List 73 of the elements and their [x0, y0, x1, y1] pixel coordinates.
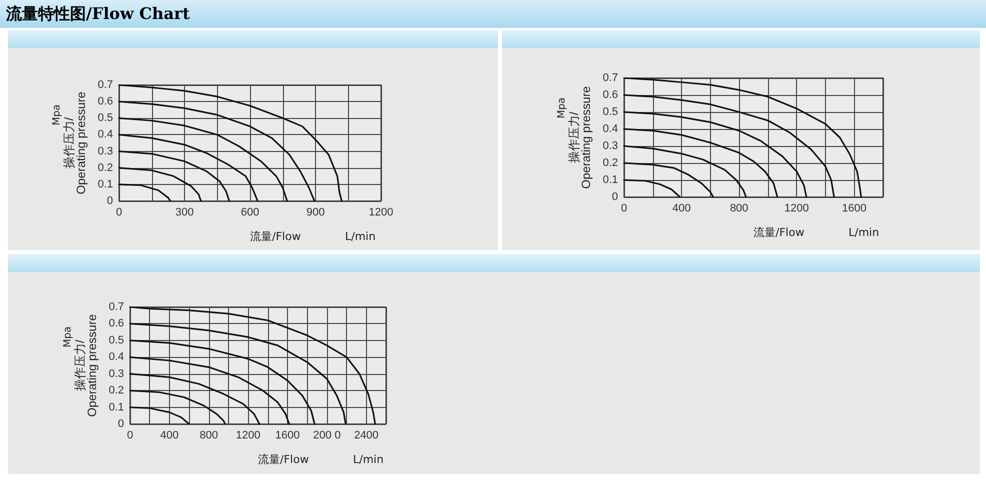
line-series	[623, 94, 835, 198]
x-tick-label: 600	[240, 206, 260, 218]
text: L/min	[345, 230, 376, 243]
y-tick-label: 0.7	[602, 72, 618, 84]
y-tick-label: 0	[612, 191, 618, 203]
x-axis-title: 流量/Flow	[258, 453, 309, 466]
x-tick-label: 400	[160, 430, 179, 442]
line-series	[623, 179, 681, 198]
line-series	[118, 167, 202, 202]
x-tick-label: 0	[126, 430, 134, 442]
x-tick-label: 1600	[275, 430, 300, 442]
y-tick-label: 0.3	[602, 140, 618, 152]
y-tick-label: 0.5	[98, 112, 113, 124]
y-tick-label: 0.1	[98, 178, 113, 190]
y-tick-label: 0.3	[98, 145, 113, 158]
line-series	[118, 100, 316, 202]
y-tick-label: 0.6	[98, 96, 113, 108]
line-series	[129, 390, 226, 425]
line-series	[118, 184, 172, 202]
line-series	[623, 111, 808, 198]
y-tick-label: 0.6	[602, 89, 618, 101]
y-tick-label: 0.5	[602, 106, 618, 118]
line-series	[129, 322, 346, 425]
y-tick-label: 0.2	[108, 384, 124, 397]
x-tick-label: 200 0	[313, 430, 341, 442]
x-tick-label: 1200	[368, 206, 394, 218]
x-tick-label: 800	[200, 430, 218, 442]
y-tick-label: 0.7	[98, 79, 113, 91]
y-tick-label: 0.4	[98, 128, 113, 141]
y-tick-label: 0.1	[602, 174, 618, 186]
x-axis-title: 流量/Flow	[754, 226, 804, 239]
y-tick-label: 0.2	[602, 157, 618, 169]
line-series	[623, 145, 747, 198]
y-tick-label: 0.4	[108, 351, 124, 364]
x-tick-label: 0	[620, 202, 628, 214]
line-series	[118, 134, 258, 202]
x-tick-label: 1200	[236, 430, 260, 442]
line-series	[129, 373, 260, 425]
y-tick-label: 0	[118, 418, 124, 430]
y-axis-title: 操作压力/Operating pressure	[72, 314, 99, 417]
y-tick-label: 0.6	[108, 318, 124, 330]
y-tick-label: 0.1	[108, 401, 124, 414]
text: Mpa	[62, 326, 74, 348]
chart-title: 流量特性图/Flow Chart	[0, 0, 986, 28]
text: Mpa	[556, 97, 568, 119]
x-tick-label: 800	[730, 202, 748, 214]
y-tick-label: 0.5	[108, 334, 124, 346]
y-tick-label: 0	[106, 195, 113, 207]
y-tick-label: 0.4	[602, 123, 618, 135]
x-tick-label: 2400	[354, 430, 379, 442]
text: L/min	[848, 226, 880, 239]
line-series	[118, 117, 288, 202]
x-tick-label: 1200	[784, 202, 809, 214]
line-series	[118, 150, 230, 202]
x-tick-label: 900	[306, 206, 325, 218]
x-axis-title: 流量/Flow	[250, 230, 301, 243]
line-series	[129, 306, 376, 425]
line-series	[129, 406, 190, 425]
x-tick-label: 300	[175, 206, 194, 218]
y-tick-label: 0.2	[98, 162, 113, 174]
y-axis-title: 操作压力/Operating pressure	[566, 86, 593, 189]
y-axis-title: 操作压力/Operating pressure	[62, 91, 88, 194]
line-series	[129, 340, 316, 425]
y-tick-label: 0.7	[108, 301, 124, 313]
text: Mpa	[52, 104, 62, 126]
x-tick-label: 1600	[842, 202, 866, 214]
x-tick-label: 400	[672, 202, 691, 214]
line-series	[623, 77, 862, 198]
line-series	[623, 128, 778, 198]
y-tick-label: 0.3	[108, 368, 124, 380]
line-series	[129, 356, 290, 425]
line-series	[623, 162, 714, 198]
text: L/min	[353, 453, 384, 466]
